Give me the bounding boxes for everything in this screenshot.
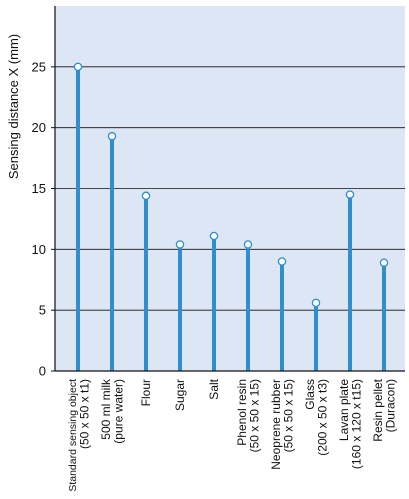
category-label-line: Glass (303, 379, 317, 410)
bar-9 (348, 194, 352, 371)
bar-marker-3 (141, 191, 151, 201)
bar-7 (280, 261, 284, 371)
category-label-line: (50 x 50 x 15) (247, 379, 261, 452)
category-label-4: Sugar (173, 379, 187, 411)
y-tick-label: 20 (32, 120, 46, 135)
bar-marker-6 (243, 240, 253, 249)
category-label-6: Phenol resin(50 x 50 x 15) (235, 379, 262, 452)
category-label-line: (50 x 50 x 15) (281, 379, 295, 452)
y-tick-label: 15 (32, 181, 46, 196)
category-label-line: Phenol resin (235, 379, 249, 446)
bar-8 (314, 302, 318, 371)
y-tick-label: 25 (32, 59, 46, 74)
category-label-10: Resin pellet(Duracon) (371, 378, 398, 441)
bar-marker-8 (311, 298, 321, 308)
category-label-5: Salt (207, 378, 221, 399)
category-label-1: Standard sensing object(50 x 50 x t1) (67, 379, 92, 492)
y-tick-label: 0 (39, 364, 46, 379)
category-label-line: Lavan plate (337, 379, 351, 441)
category-label-3: Flour (139, 379, 153, 406)
bar-marker-4 (175, 240, 185, 249)
x-category-labels: Standard sensing object(50 x 50 x t1) 500… (67, 378, 398, 492)
category-label-9: Lavan plate(160 x 120 x t15) (337, 379, 364, 469)
y-tick-label: 5 (39, 303, 46, 318)
category-label-line: (Duracon) (383, 379, 397, 432)
bar-6 (246, 244, 250, 371)
category-label-line: Neoprene rubber (269, 379, 283, 470)
bar-10 (382, 262, 386, 371)
category-label-line: Salt (207, 378, 221, 399)
bar-marker-9 (345, 190, 355, 199)
category-label-8: Glass(200 x 50 x t3) (303, 379, 330, 456)
category-label-line: Flour (139, 379, 153, 406)
bar-marker-2 (107, 131, 117, 141)
bar-2 (110, 136, 114, 371)
bar-marker-5 (209, 231, 219, 241)
y-tick-labels: 0 5 10 15 20 25 (32, 59, 55, 379)
category-label-line: (50 x 50 x t1) (77, 379, 91, 449)
category-label-line: Standard sensing object (67, 379, 79, 492)
bars (76, 66, 386, 371)
bar-4 (178, 244, 182, 371)
category-label-line: Resin pellet (371, 378, 385, 441)
category-label-7: Neoprene rubber(50 x 50 x 15) (269, 379, 296, 470)
y-tick-label: 10 (32, 242, 46, 257)
bar-marker-10 (379, 258, 389, 267)
category-label-2: 500 ml milk(pure water) (99, 378, 126, 444)
bar-3 (144, 195, 148, 371)
category-label-line: Sugar (173, 379, 187, 411)
bar-1 (76, 66, 80, 371)
bar-markers (73, 62, 389, 308)
category-label-line: (200 x 50 x t3) (315, 379, 329, 456)
bar-5 (212, 235, 216, 371)
bar-marker-1 (73, 62, 83, 72)
y-axis-label: Sensing distance X (mm) (6, 34, 21, 179)
bar-marker-7 (277, 257, 287, 266)
category-label-line: 500 ml milk (99, 378, 113, 440)
category-label-line: (160 x 120 x t15) (349, 379, 363, 469)
category-label-line: (pure water) (111, 379, 125, 444)
